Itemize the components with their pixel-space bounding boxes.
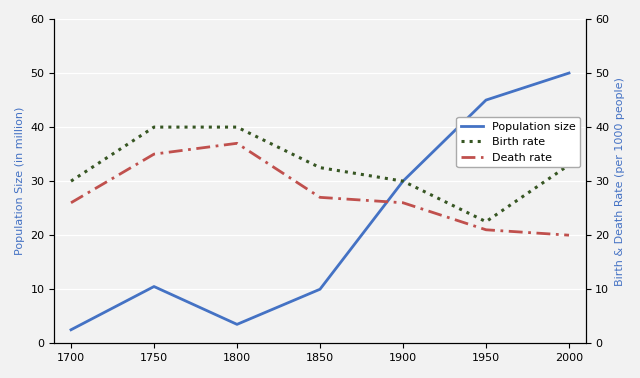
Y-axis label: Birth & Death Rate (per 1000 people): Birth & Death Rate (per 1000 people) xyxy=(615,77,625,285)
Population size xyxy=(150,284,158,289)
Y-axis label: Population Size (in million): Population Size (in million) xyxy=(15,107,25,255)
Population size xyxy=(399,179,407,183)
Population size xyxy=(316,287,324,291)
Birth rate xyxy=(233,125,241,129)
Population size xyxy=(565,71,573,75)
Line: Population size: Population size xyxy=(71,73,569,330)
Birth rate xyxy=(565,163,573,167)
Birth rate xyxy=(316,165,324,170)
Population size xyxy=(233,322,241,327)
Death rate xyxy=(482,228,490,232)
Death rate xyxy=(233,141,241,146)
Birth rate xyxy=(399,179,407,183)
Legend: Population size, Birth rate, Death rate: Population size, Birth rate, Death rate xyxy=(456,117,580,167)
Death rate xyxy=(565,233,573,237)
Birth rate xyxy=(482,219,490,224)
Death rate xyxy=(316,195,324,200)
Population size xyxy=(67,327,75,332)
Line: Birth rate: Birth rate xyxy=(71,127,569,222)
Birth rate xyxy=(150,125,158,129)
Death rate xyxy=(399,200,407,205)
Line: Death rate: Death rate xyxy=(71,143,569,235)
Death rate xyxy=(150,152,158,156)
Death rate xyxy=(67,200,75,205)
Population size xyxy=(482,98,490,102)
Birth rate xyxy=(67,179,75,183)
